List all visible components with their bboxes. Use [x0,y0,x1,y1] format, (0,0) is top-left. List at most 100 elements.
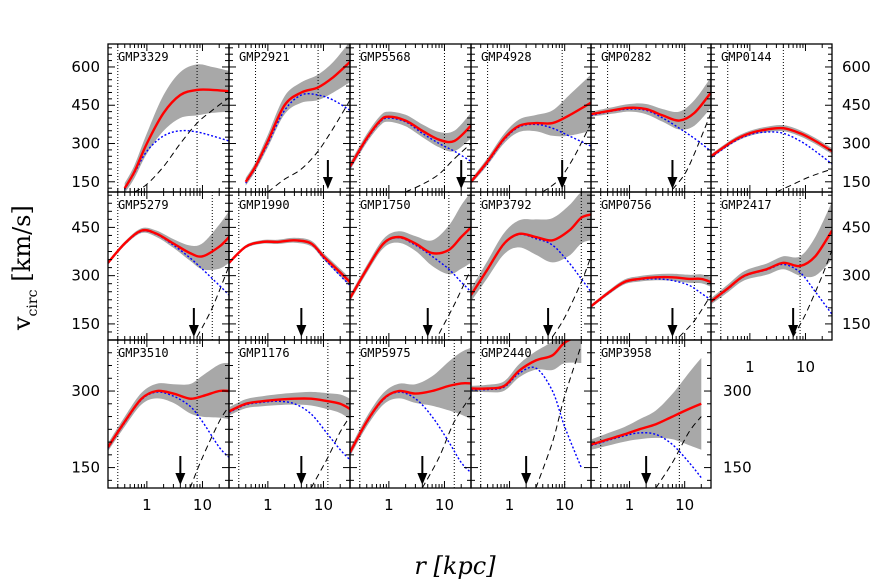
outer-axes-layer: 150 300 450 600 150 300 450 600 150 300 450 150 300 4… [71,58,870,514]
panels-layer: GMP3329 GMP2921 GMP5568 GMP4928 GMP0282 GMP01… [107,43,833,489]
y-tick-label: 450 [71,218,100,236]
arrow-head [422,325,433,337]
panel-gmp0756: GMP0756 [590,191,712,341]
stellar-curve [229,400,350,461]
x-tick-label: 1 [384,496,394,514]
x-tick-label: 1 [263,496,273,514]
stellar-curve [245,92,350,184]
x-tick-label: 1 [625,496,635,514]
x-tick-label: 10 [314,496,333,514]
arrow-head [296,325,307,337]
uncertainty-band [350,192,471,302]
panel-name: GMP3510 [118,346,169,360]
arrow-head [296,473,307,485]
y-tick-label-right: 150 [723,459,752,477]
arrow-head [417,473,428,485]
stellar-curve [591,108,711,152]
dark-matter-curve [552,256,591,338]
panel-gmp2921: GMP2921 [228,43,351,193]
stellar-curve [711,131,832,165]
total-curve [350,382,471,453]
stellar-curve [591,278,711,308]
panel-gmp3510: GMP3510 [107,339,230,489]
panel-name: GMP0282 [601,50,652,64]
total-curve [711,229,832,303]
panel-frame [710,191,833,341]
panel-frame [710,43,833,193]
svg-text:vcirc[km/s]: vcirc[km/s] [8,205,41,331]
x-axis-label: r [kpc] [414,552,496,580]
y-tick-label: 600 [71,58,100,76]
panel-gmp3329: GMP3329 [107,43,230,193]
panel-frame [590,339,712,489]
panel-name: GMP1750 [360,198,411,212]
panel-gmp1176: GMP1176 [228,339,351,489]
stellar-curve [711,263,832,315]
y-tick-label-right: 150 [842,173,871,191]
y-tick-label: 150 [71,315,100,333]
x-tick-label-top: 10 [796,358,815,376]
stellar-curve [108,391,229,458]
dark-matter-curve [421,395,471,488]
x-tick-label: 10 [435,496,454,514]
uncertainty-band [591,273,711,308]
arrow-head [667,177,678,189]
arrow-head [667,325,678,337]
total-curve [471,213,591,296]
panel-name: GMP5975 [360,346,411,360]
x-tick-label: 10 [555,496,574,514]
dark-matter-curve [535,344,582,488]
total-curve [591,402,702,446]
y-tick-label: 150 [71,459,100,477]
panel-name: GMP5279 [118,198,169,212]
uncertainty-band [591,77,711,130]
uncertainty-band [245,44,350,186]
uncertainty-band [108,363,229,452]
total-curve [108,389,229,448]
y-tick-label-right: 300 [842,267,871,285]
y-tick-label-right: 450 [842,96,871,114]
panel-gmp1990: GMP1990 [228,191,351,341]
panel-gmp0144: GMP0144 [710,43,833,193]
panel-name: GMP3958 [601,346,652,360]
panel-gmp1750: GMP1750 [349,191,472,341]
uncertainty-band [229,391,350,420]
arrow-head [322,177,333,189]
y-tick-label-right: 300 [723,382,752,400]
panel-gmp5568: GMP5568 [349,43,472,193]
arrow-head [543,325,554,337]
panel-name: GMP2440 [481,346,532,360]
total-curve [591,275,711,308]
total-curve [244,61,350,183]
panel-name: GMP3792 [481,198,532,212]
total-curve [591,91,711,122]
y-tick-label: 450 [71,96,100,114]
dark-matter-curve [267,99,350,192]
arrow-head [557,177,568,189]
arrow-head [456,177,467,189]
y-tick-label-right: 300 [842,135,871,153]
x-tick-label-top: 1 [745,358,755,376]
panel-gmp3792: GMP3792 [470,191,592,341]
dark-matter-curve [672,112,711,190]
panel-name: GMP1990 [239,198,290,212]
x-tick-label: 1 [142,496,152,514]
uncertainty-band [591,357,702,450]
panel-name: GMP4928 [481,50,532,64]
total-curve [229,239,350,283]
panel-frame [590,191,712,341]
arrow-head [521,473,532,485]
total-curve [108,228,229,264]
dark-matter-curve [310,416,350,488]
dark-matter-curve [678,294,711,338]
dark-matter-curve [792,249,832,338]
total-curve [471,340,572,390]
uncertainty-band [350,347,471,457]
x-tick-label: 10 [675,496,694,514]
uncertainty-band [229,237,350,286]
stellar-curve [591,432,702,479]
dark-matter-curve [134,97,229,192]
y-tick-label-right: 600 [842,58,871,76]
panel-gmp3958: GMP3958 [590,339,712,489]
